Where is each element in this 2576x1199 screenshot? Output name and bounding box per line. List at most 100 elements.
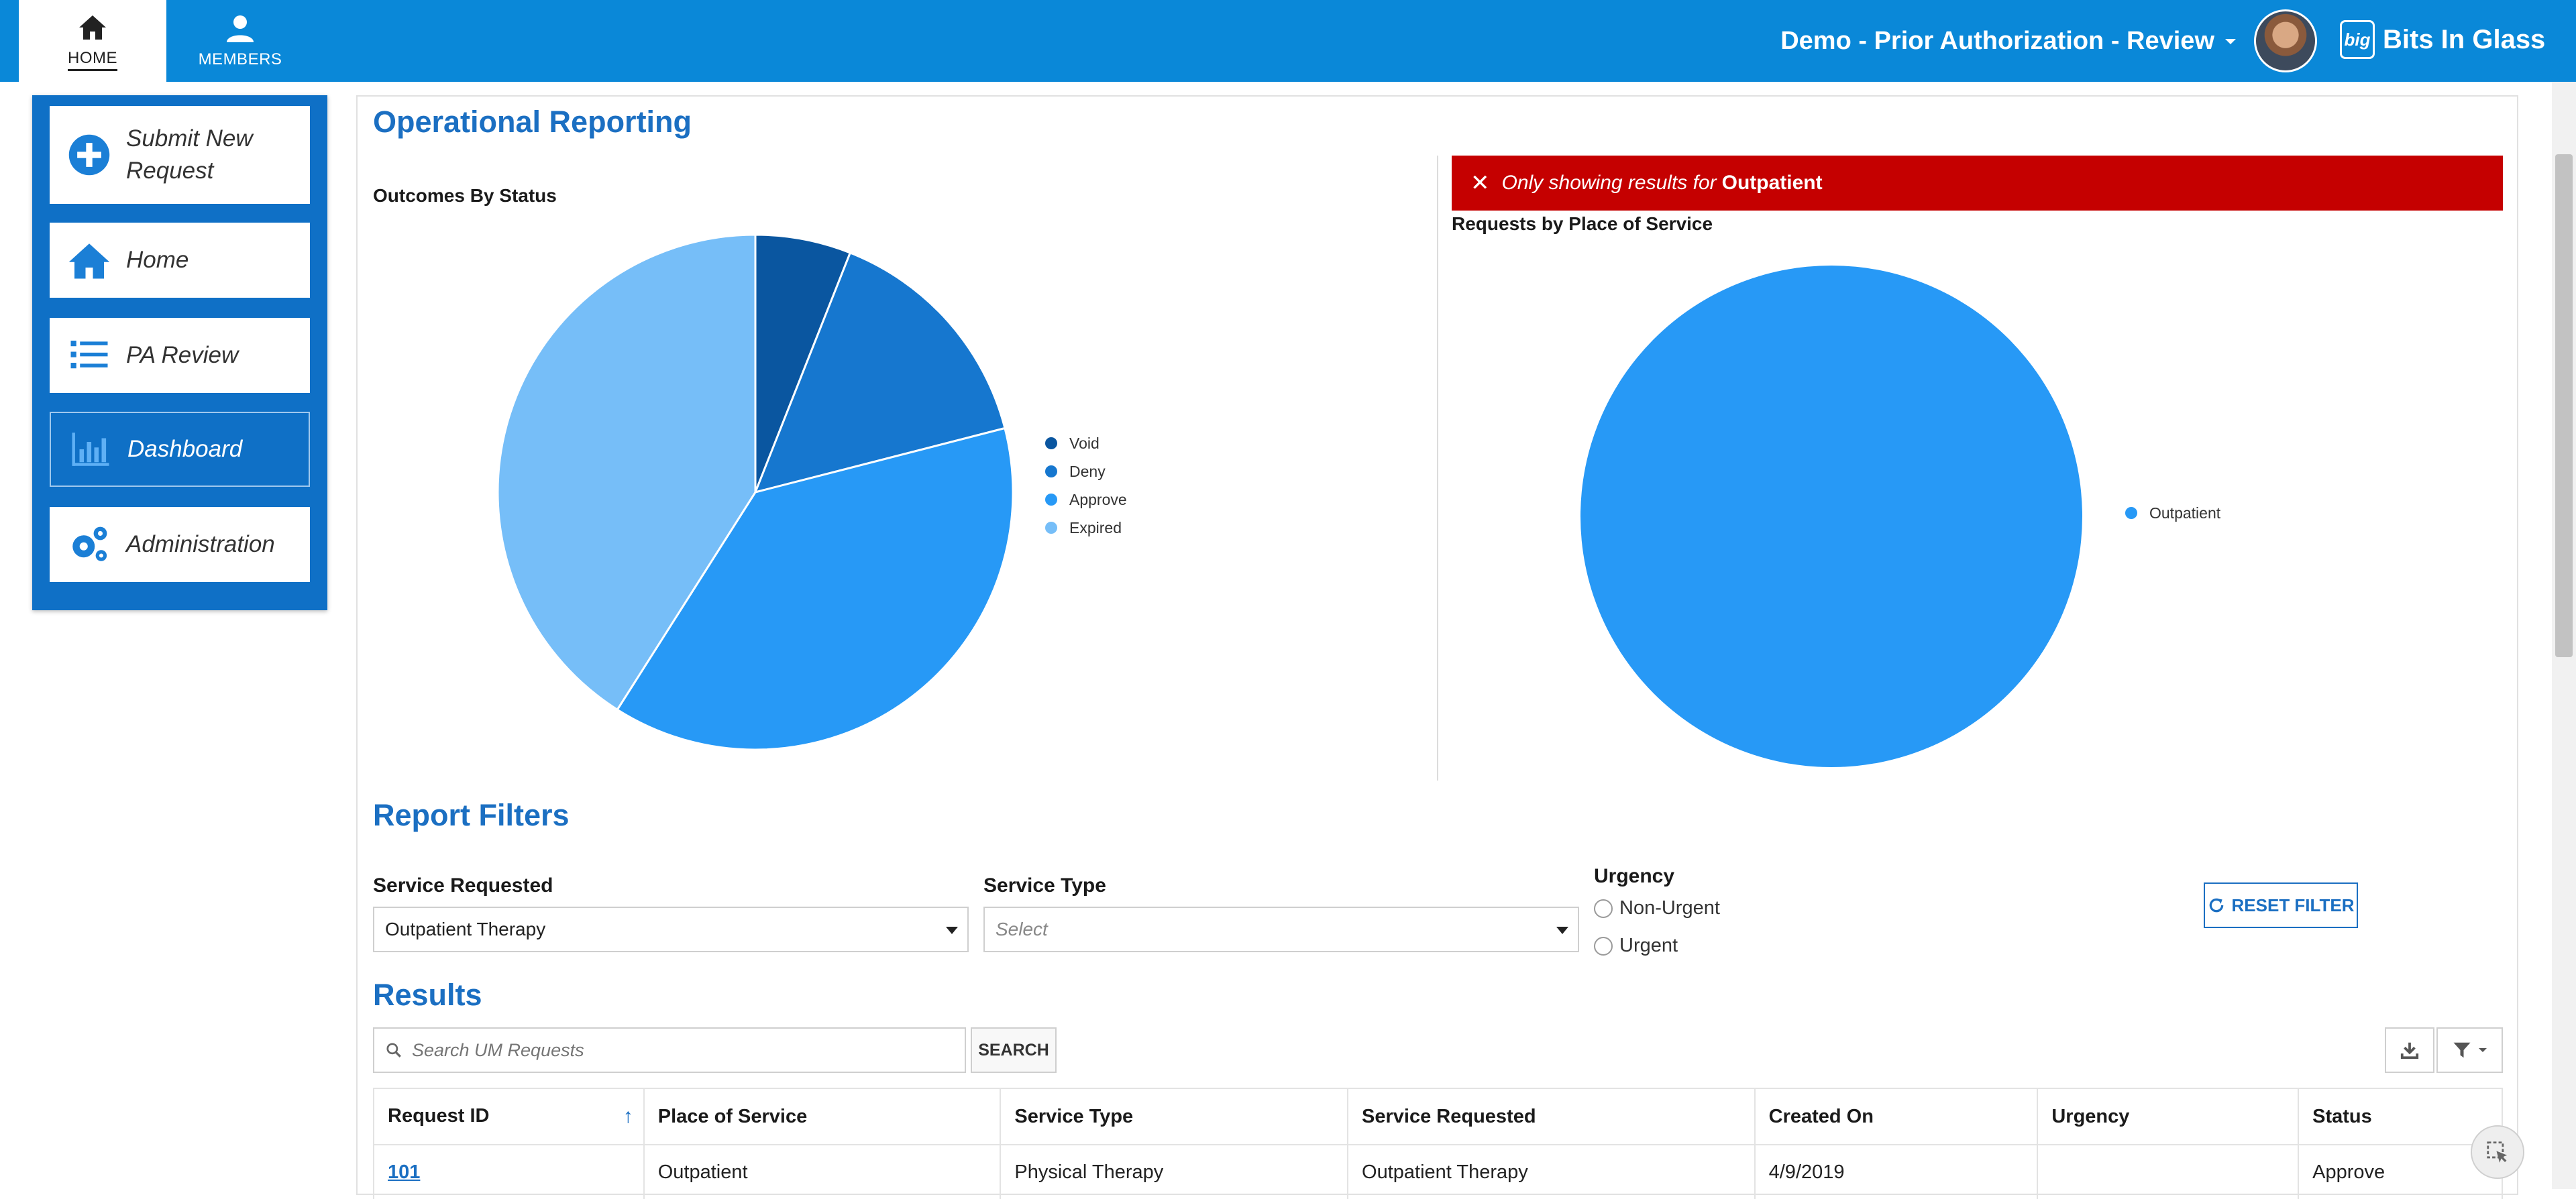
legend-swatch bbox=[1045, 437, 1057, 449]
filter-banner[interactable]: ✕ Only showing results for Outpatient bbox=[1452, 156, 2503, 211]
column-header-place-of-service[interactable]: Place of Service bbox=[643, 1088, 1002, 1145]
legend-item-outpatient[interactable]: Outpatient bbox=[2125, 499, 2220, 527]
search-input[interactable] bbox=[411, 1039, 950, 1062]
urgency-option-label: Urgent bbox=[1619, 935, 1678, 956]
reset-filter-button[interactable]: RESET FILTER bbox=[2204, 882, 2358, 928]
bar-chart-icon bbox=[72, 433, 109, 466]
service-type-label: Service Type bbox=[983, 874, 1106, 897]
column-header-request-id[interactable]: Request ID ↑ bbox=[373, 1088, 645, 1145]
tab-members[interactable]: MEMBERS bbox=[166, 0, 314, 82]
person-icon bbox=[227, 15, 254, 42]
gears-icon bbox=[72, 526, 107, 561]
sidebar-item-label: Administration bbox=[126, 531, 275, 557]
charts-divider bbox=[1437, 156, 1438, 781]
legend-item-deny[interactable]: Deny bbox=[1045, 457, 1127, 486]
legend-label: Void bbox=[1069, 434, 1099, 452]
column-header-created-on[interactable]: Created On bbox=[1754, 1088, 2039, 1145]
tab-home[interactable]: HOME bbox=[19, 0, 166, 82]
cell-service-type: Physical Therapy bbox=[1000, 1145, 1349, 1199]
results-title: Results bbox=[373, 978, 482, 1012]
legend-swatch bbox=[1045, 522, 1057, 534]
table-row[interactable]: 101 Outpatient Physical Therapy Outpatie… bbox=[373, 1145, 2503, 1199]
close-icon[interactable]: ✕ bbox=[1470, 170, 1490, 196]
sort-ascending-icon[interactable]: ↑ bbox=[623, 1105, 633, 1127]
urgency-option-urgent[interactable]: Urgent bbox=[1594, 935, 1678, 957]
app-menu[interactable]: Demo - Prior Authorization - Review bbox=[1780, 27, 2237, 56]
sidebar-item-pa-review[interactable]: PA Review bbox=[50, 318, 310, 393]
filter-dropdown-button[interactable] bbox=[2436, 1027, 2503, 1073]
legend-label: Outpatient bbox=[2149, 504, 2221, 522]
pie-slice-approve[interactable] bbox=[616, 426, 1014, 751]
chart-title-place-of-service: Requests by Place of Service bbox=[1452, 213, 1713, 234]
outcomes-pie-chart bbox=[496, 233, 1014, 751]
operational-reporting-title: Operational Reporting bbox=[373, 105, 692, 139]
download-icon bbox=[2400, 1042, 2419, 1060]
sidebar-item-home[interactable]: Home bbox=[50, 223, 310, 298]
sidebar-item-dashboard[interactable]: Dashboard bbox=[50, 412, 310, 487]
urgency-option-non-urgent[interactable]: Non-Urgent bbox=[1594, 897, 1720, 919]
column-header-service-type[interactable]: Service Type bbox=[1000, 1088, 1349, 1145]
avatar[interactable] bbox=[2254, 9, 2317, 72]
table-header-row: Request ID ↑ Place of Service Service Ty… bbox=[373, 1088, 2503, 1145]
filter-banner-value: Outpatient bbox=[1721, 172, 1823, 194]
place-of-service-pie-chart bbox=[1580, 266, 2082, 767]
legend-label: Expired bbox=[1069, 518, 1122, 536]
download-button[interactable] bbox=[2385, 1027, 2434, 1073]
legend-label: Approve bbox=[1069, 490, 1127, 508]
cell-request-id: 101 bbox=[373, 1145, 645, 1199]
scrollbar-thumb[interactable] bbox=[2555, 154, 2573, 657]
legend-item-expired[interactable]: Expired bbox=[1045, 514, 1127, 542]
home-icon bbox=[79, 15, 106, 40]
search-icon bbox=[386, 1043, 401, 1058]
sidebar-item-administration[interactable]: Administration bbox=[50, 507, 310, 582]
chevron-down-icon bbox=[1556, 927, 1568, 934]
brand: big Bits In Glass bbox=[2340, 20, 2545, 59]
legend-label: Deny bbox=[1069, 462, 1106, 480]
reset-filter-label: RESET FILTER bbox=[2231, 895, 2355, 915]
refresh-icon bbox=[2209, 898, 2223, 913]
column-header-status[interactable]: Status bbox=[2298, 1088, 2503, 1145]
legend-item-void[interactable]: Void bbox=[1045, 429, 1127, 457]
sidebar-item-submit-new-request[interactable]: Submit New Request bbox=[50, 106, 310, 204]
pie-slice-outpatient[interactable] bbox=[1580, 266, 2082, 767]
chart-title-outcomes: Outcomes By Status bbox=[373, 185, 557, 206]
sidebar-item-label: PA Review bbox=[126, 342, 239, 368]
sidebar-item-label: Home bbox=[126, 247, 189, 273]
list-icon bbox=[70, 341, 108, 369]
column-header-label: Request ID bbox=[388, 1105, 490, 1127]
pie-slice-void[interactable] bbox=[754, 233, 852, 493]
home-icon bbox=[68, 243, 110, 279]
service-requested-value: Outpatient Therapy bbox=[385, 919, 546, 939]
radio-button[interactable] bbox=[1594, 899, 1613, 918]
request-id-link[interactable]: 101 bbox=[388, 1161, 421, 1183]
filter-icon bbox=[2453, 1042, 2470, 1058]
chevron-down-icon bbox=[2225, 38, 2236, 44]
cell-created-on: 4/9/2019 bbox=[1754, 1145, 2039, 1199]
results-table: Request ID ↑ Place of Service Service Ty… bbox=[373, 1088, 2503, 1199]
tab-members-label: MEMBERS bbox=[198, 50, 282, 68]
floating-action-button[interactable] bbox=[2471, 1125, 2524, 1179]
search-button[interactable]: SEARCH bbox=[971, 1027, 1057, 1073]
brand-logo: big bbox=[2340, 20, 2375, 59]
plus-circle-icon bbox=[68, 134, 110, 176]
column-header-urgency[interactable]: Urgency bbox=[2037, 1088, 2300, 1145]
pie-slice-expired[interactable] bbox=[496, 233, 757, 711]
pie-slice-deny[interactable] bbox=[753, 251, 1006, 494]
legend-swatch bbox=[1045, 494, 1057, 506]
place-of-service-legend: Outpatient bbox=[2125, 499, 2220, 527]
cell-service-requested: Outpatient Therapy bbox=[1347, 1145, 1756, 1199]
app-menu-label: Demo - Prior Authorization - Review bbox=[1780, 27, 2214, 55]
chevron-down-icon bbox=[946, 927, 958, 934]
sidebar-item-label: Submit New Request bbox=[126, 125, 253, 184]
legend-item-approve[interactable]: Approve bbox=[1045, 486, 1127, 514]
cursor-select-icon bbox=[2487, 1141, 2508, 1163]
service-requested-select[interactable]: Outpatient Therapy bbox=[373, 907, 969, 952]
search-box[interactable] bbox=[373, 1027, 966, 1073]
service-type-select[interactable]: Select bbox=[983, 907, 1579, 952]
sidebar: Submit New Request Home PA Review Dashbo… bbox=[32, 95, 327, 610]
radio-button[interactable] bbox=[1594, 936, 1613, 956]
outcomes-legend: Void Deny Approve Expired bbox=[1045, 429, 1127, 542]
cell-urgency bbox=[2037, 1145, 2300, 1199]
column-header-service-requested[interactable]: Service Requested bbox=[1347, 1088, 1756, 1145]
service-type-placeholder: Select bbox=[996, 919, 1048, 939]
